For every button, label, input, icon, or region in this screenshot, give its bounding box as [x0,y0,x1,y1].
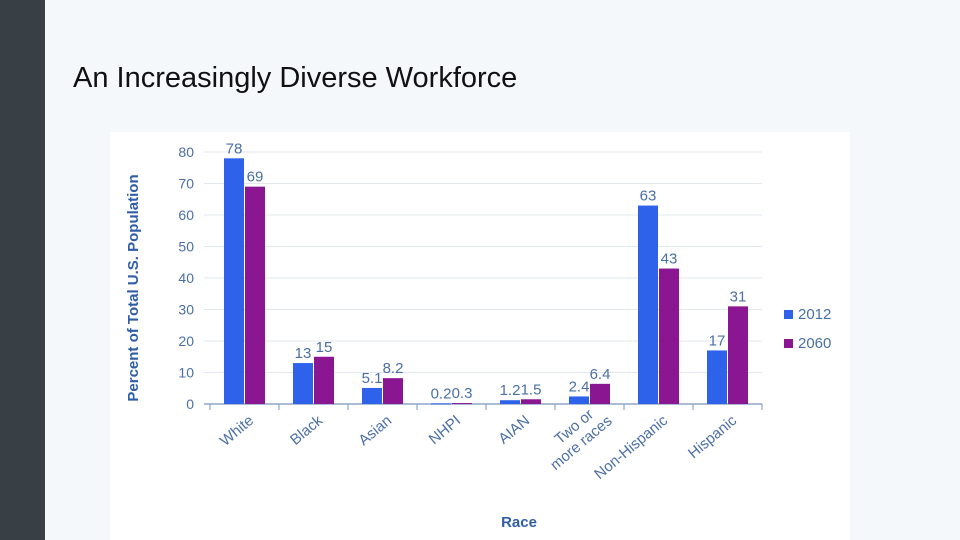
data-label: 13 [295,345,312,362]
bar-chart: 0 10 20 30 40 50 60 70 80 78 13 5.1 0.2 1.2 2.4 63 17 69 1… [125,140,831,531]
data-label: 1.2 [500,382,521,399]
sidebar-strip [0,0,45,540]
bar-2060 [245,186,265,404]
bar-2060 [521,399,541,404]
y-tick-label: 30 [178,302,194,318]
data-label: 5.1 [362,370,383,387]
x-tick-label: Asian [355,412,395,449]
bar-2012 [638,205,658,404]
legend-swatch-2012 [784,310,793,319]
bar-2012 [431,403,451,405]
x-tick-label-line: AIAN [495,412,533,448]
y-tick-label: 60 [178,207,194,223]
y-tick-label: 20 [178,333,194,349]
y-tick-label: 50 [178,239,194,255]
x-tick-label-line: NHPI [426,412,464,448]
bar-2012 [500,400,520,404]
data-label: 43 [661,251,678,268]
data-label: 17 [709,332,726,349]
y-tick-label: 80 [178,144,194,160]
legend-label: 2012 [798,306,831,323]
data-label: 31 [730,288,747,305]
x-tick-label: AIAN [495,412,533,448]
bar-2012 [569,396,589,404]
y-tick-label: 0 [186,396,194,412]
bar-2012 [224,158,244,404]
y-tick-label: 10 [178,365,194,381]
bar-2012 [293,363,313,404]
y-tick-label: 40 [178,270,194,286]
bar-2060 [314,356,334,404]
x-tick-label-line: Black [287,412,326,449]
data-label: 69 [247,169,264,186]
bar-2060 [383,378,403,404]
bar-2012 [362,387,382,404]
legend-label: 2060 [798,335,831,352]
data-label: 15 [316,339,333,356]
x-tick-label: Hispanic [685,412,740,462]
data-label: 2.4 [569,378,590,395]
chart-panel: 0 10 20 30 40 50 60 70 80 78 13 5.1 0.2 1.2 2.4 63 17 69 1… [110,132,850,540]
data-label: 8.2 [383,360,404,377]
data-label: 1.5 [521,381,542,398]
bar-2012 [707,350,727,404]
x-tick-label: Black [287,412,326,449]
bar-2060 [452,403,472,405]
data-label: 63 [640,188,657,205]
data-label: 0.3 [452,385,473,402]
x-tick-label-line: Hispanic [685,412,740,462]
data-label: 78 [226,140,243,157]
data-label: 6.4 [590,366,611,383]
data-label: 0.2 [431,385,452,402]
bar-2060 [659,268,679,404]
y-tick-label: 70 [178,176,194,192]
y-axis-title: Percent of Total U.S. Population [125,174,142,401]
slide-title: An Increasingly Diverse Workforce [73,62,518,94]
bar-2060 [590,383,610,404]
x-tick-label-line: White [217,412,257,450]
bar-2060 [728,306,748,404]
x-tick-label: White [217,412,257,450]
x-tick-label-line: Asian [355,412,395,449]
x-axis-title: Race [501,514,537,531]
legend-swatch-2060 [784,339,793,348]
x-tick-label: NHPI [426,412,464,448]
